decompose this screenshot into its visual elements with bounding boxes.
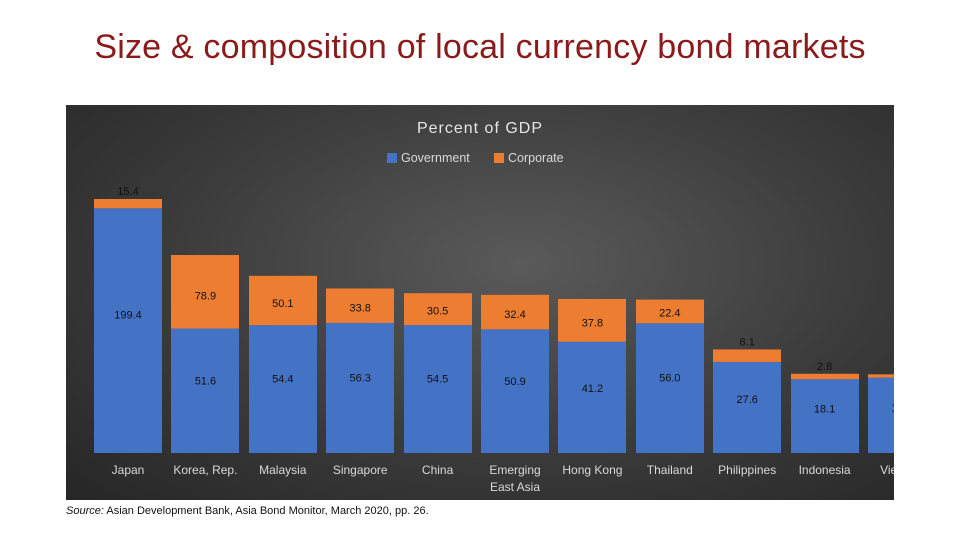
data-label-government-8: 27.6 [736,394,757,406]
category-label-1: Korea, Rep. [173,463,237,477]
data-label-corporate-0: 15.4 [117,186,138,198]
category-label-8: Philippines [718,463,776,477]
data-label-corporate-3: 33.8 [349,302,370,314]
data-label-government-3: 56.3 [349,372,370,384]
bar-government-6 [558,341,626,453]
data-label-corporate-2: 50.1 [272,298,293,310]
category-label-3: Singapore [333,463,388,477]
data-label-government-6: 41.2 [582,383,603,395]
bar-government-10 [868,377,894,453]
legend-swatch-corporate [494,153,504,163]
bar-corporate-7 [636,299,704,324]
data-label-government-4: 54.5 [427,374,448,386]
data-label-government-10: 18.9 [891,403,894,415]
category-label-9: Indonesia [799,463,851,477]
bar-corporate-2 [249,275,317,326]
legend-label-government: Government [401,151,470,165]
bar-government-2 [249,325,317,453]
category-label-5-1: East Asia [490,480,540,494]
category-label-6: Hong Kong [562,463,622,477]
bar-corporate-1 [171,255,239,329]
data-label-corporate-4: 30.5 [427,306,448,318]
data-label-government-7: 56.0 [659,373,680,385]
stacked-bar-chart: Percent of GDP Government Corporate 199.4 15… [94,120,894,494]
source-text: Asian Development Bank, Asia Bond Monito… [106,505,429,517]
bar-corporate-6 [558,298,626,342]
data-label-corporate-9: 2.8 [817,361,832,373]
category-label-7: Thailand [647,463,693,477]
data-label-corporate-1: 78.9 [195,290,216,302]
data-label-corporate-8: 8.1 [740,336,755,348]
legend-label-corporate: Corporate [508,151,564,165]
bar-government-8 [713,361,781,453]
bar-government-1 [171,328,239,453]
category-label-10: Vietnam [880,463,894,477]
bar-corporate-3 [326,288,394,323]
data-label-corporate-5: 32.4 [504,309,525,321]
chart-panel: Percent of GDP Government Corporate 199.4 15… [66,105,894,500]
data-label-government-9: 18.1 [814,403,835,415]
data-label-corporate-7: 22.4 [659,308,680,320]
bar-government-7 [636,323,704,453]
legend-swatch-government [387,153,397,163]
data-label-corporate-6: 37.8 [582,317,603,329]
data-label-government-2: 54.4 [272,374,293,386]
data-label-government-5: 50.9 [504,376,525,388]
source-label: Source: [66,505,104,517]
category-label-0: Japan [112,463,145,477]
bar-corporate-8 [713,349,781,362]
category-label-5-0: Emerging [489,463,540,477]
source-note: Source: Asian Development Bank, Asia Bon… [66,505,429,517]
bar-corporate-5 [481,294,549,330]
bar-corporate-0 [94,199,162,209]
bar-government-4 [404,325,472,453]
bar-government-3 [326,322,394,453]
bar-corporate-10 [868,374,894,378]
category-label-2: Malaysia [259,463,307,477]
bar-government-0 [94,208,162,453]
data-label-government-0: 199.4 [114,309,142,321]
data-label-government-1: 51.6 [195,376,216,388]
category-label-4: China [422,463,454,477]
bar-corporate-4 [404,293,472,326]
bar-government-5 [481,329,549,453]
bar-government-9 [791,379,859,453]
bar-corporate-9 [791,373,859,380]
slide-title: Size & composition of local currency bon… [94,28,866,66]
chart-title: Percent of GDP [417,120,543,137]
